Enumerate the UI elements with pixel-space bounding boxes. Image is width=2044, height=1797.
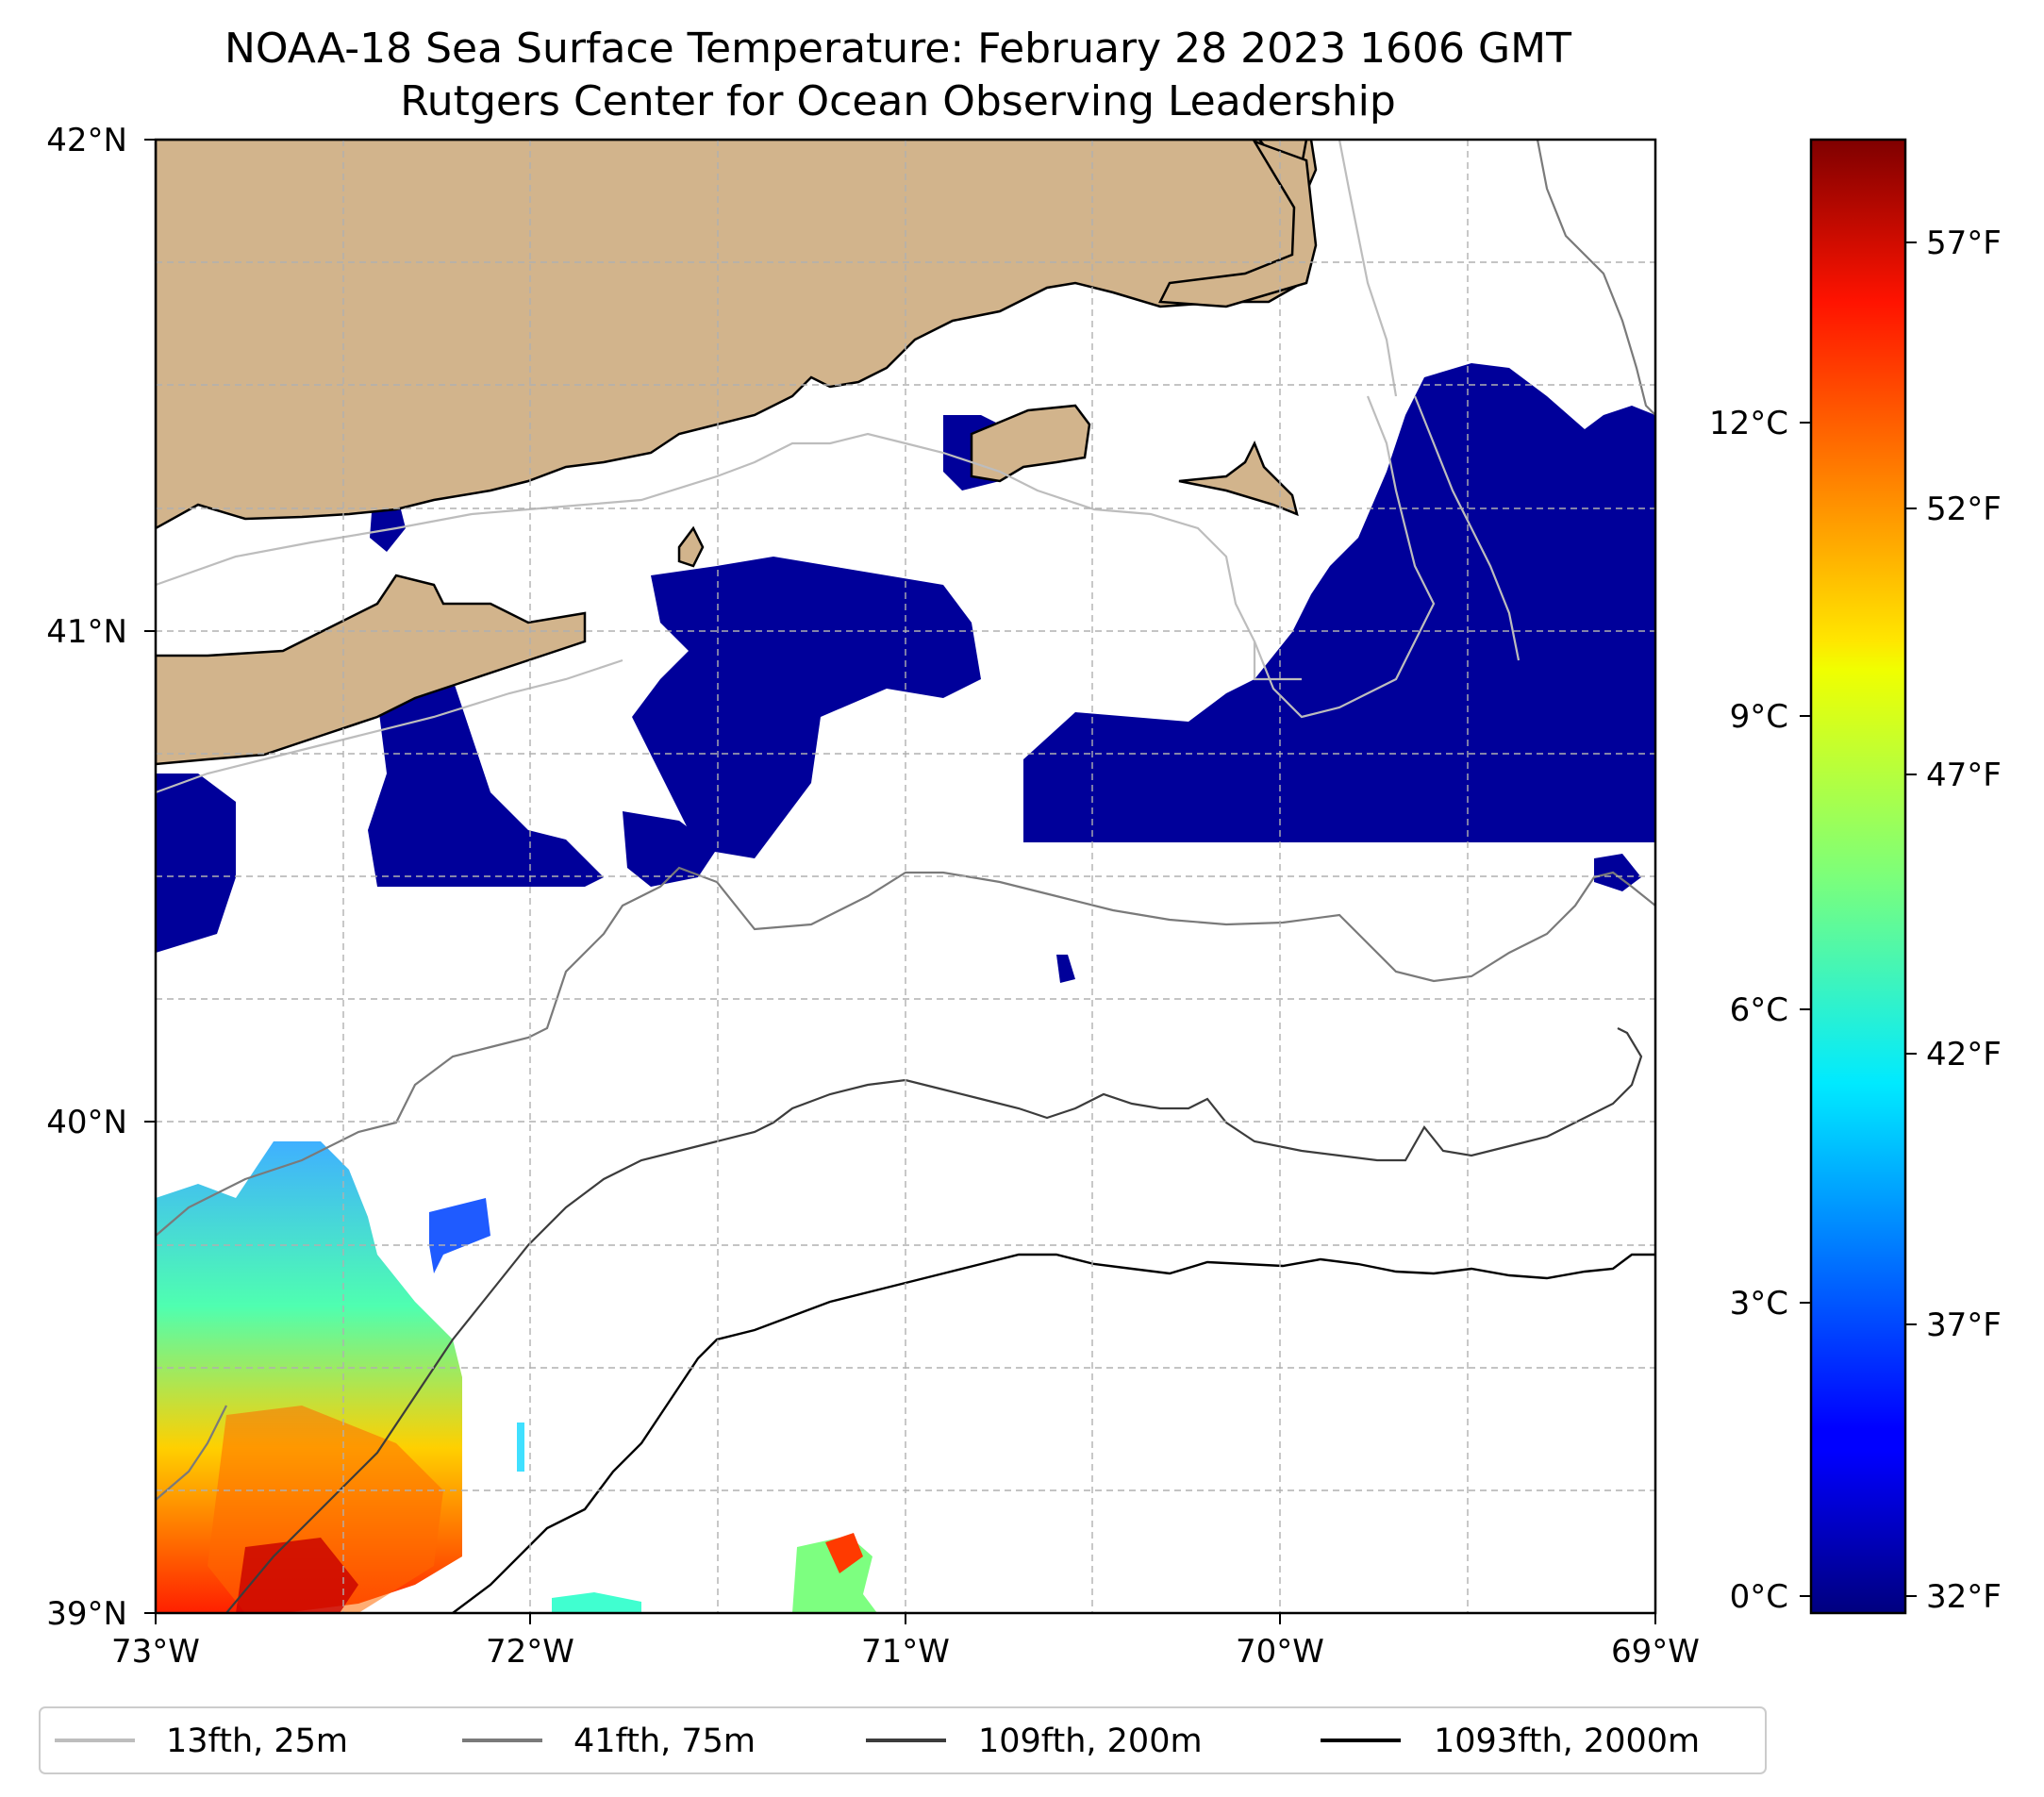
fahrenheit-tick-label: 32°F <box>1926 1578 2002 1616</box>
colorbar <box>1809 138 1907 1615</box>
y-axis <box>144 139 156 1614</box>
y-tick-label: 41°N <box>46 613 127 651</box>
fahrenheit-tick-label: 37°F <box>1926 1306 2002 1344</box>
legend-item: 1093fth, 2000m <box>1321 1722 1700 1760</box>
title-line-2: Rutgers Center for Ocean Observing Leade… <box>400 77 1396 125</box>
legend-label: 1093fth, 2000m <box>1434 1722 1700 1760</box>
celsius-tick-label: 0°C <box>1730 1578 1788 1616</box>
x-axis <box>155 1613 1656 1624</box>
celsius-tick-label: 9°C <box>1730 698 1788 736</box>
celsius-tick-label: 6°C <box>1730 991 1788 1029</box>
fahrenheit-tick-label: 57°F <box>1926 225 2002 262</box>
legend-item: 109fth, 200m <box>866 1722 1203 1760</box>
legend-label: 13fth, 25m <box>166 1722 348 1760</box>
contour-2000m <box>452 1253 1655 1613</box>
x-tick-label: 70°W <box>1236 1633 1324 1671</box>
x-tick-label: 73°W <box>111 1633 200 1671</box>
fahrenheit-tick-label: 47°F <box>1926 757 2002 794</box>
y-tick-label: 42°N <box>46 122 127 159</box>
fahrenheit-tick-label: 52°F <box>1926 491 2002 528</box>
fahrenheit-tick-label: 42°F <box>1926 1036 2002 1073</box>
contour-200m <box>225 1027 1643 1613</box>
colorbar-celsius-ticks <box>1800 422 1811 1597</box>
map-area <box>156 140 1655 1613</box>
x-tick-label: 71°W <box>861 1633 950 1671</box>
legend-label: 109fth, 200m <box>978 1722 1203 1760</box>
x-tick-label: 69°W <box>1611 1633 1700 1671</box>
x-tick-label: 72°W <box>486 1633 574 1671</box>
legend-item: 41fth, 75m <box>462 1722 756 1760</box>
y-tick-label: 39°N <box>46 1595 127 1633</box>
gridlines <box>156 140 1655 1613</box>
warm-sst-patches <box>156 1141 877 1613</box>
contour-25m <box>156 140 1521 794</box>
celsius-tick-label: 12°C <box>1709 405 1788 442</box>
celsius-tick-label: 3°C <box>1730 1285 1788 1323</box>
legend-label: 41fth, 75m <box>573 1722 756 1760</box>
contour-75m <box>156 140 1655 1501</box>
legend-item: 13fth, 25m <box>55 1722 348 1760</box>
y-tick-label: 40°N <box>46 1104 127 1141</box>
land <box>156 140 1318 766</box>
legend: 13fth, 25m 41fth, 75m 109fth, 200m 1093f… <box>39 1706 1767 1774</box>
colorbar-fahrenheit-ticks <box>1905 241 1917 1597</box>
title-line-1: NOAA-18 Sea Surface Temperature: Februar… <box>224 25 1571 73</box>
